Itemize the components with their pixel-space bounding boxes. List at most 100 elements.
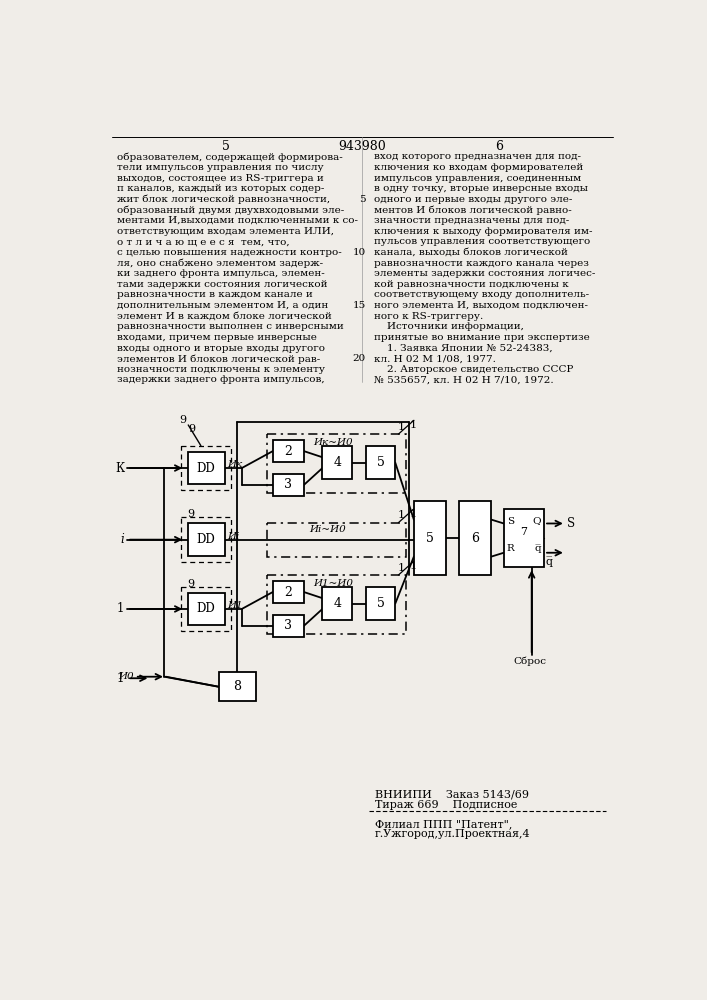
Bar [182, 517, 231, 562]
Text: дополнительным элементом И, а один: дополнительным элементом И, а один [117, 301, 328, 310]
Text: DD: DD [197, 533, 216, 546]
Text: равнозначности выполнен с инверсными: равнозначности выполнен с инверсными [117, 322, 344, 331]
Text: элемент И в каждом блоке логической: элемент И в каждом блоке логической [117, 312, 332, 321]
Text: 10: 10 [353, 248, 366, 257]
Text: 5: 5 [221, 140, 230, 153]
Text: № 535657, кл. Н 02 Н 7/10, 1972.: № 535657, кл. Н 02 Н 7/10, 1972. [373, 375, 553, 384]
Text: кой равнозначности подключены к: кой равнозначности подключены к [373, 280, 568, 289]
Text: элементы задержки состояния логичес-: элементы задержки состояния логичес- [373, 269, 595, 278]
Text: задержки заднего фронта импульсов,: задержки заднего фронта импульсов, [117, 375, 325, 384]
Text: 6: 6 [471, 532, 479, 545]
Bar [267, 523, 406, 557]
Bar [182, 587, 231, 631]
Text: тами задержки состояния логической: тами задержки состояния логической [117, 280, 327, 289]
Text: 1: 1 [397, 563, 404, 573]
Bar [504, 509, 544, 567]
Bar [273, 474, 304, 496]
Text: 2. Авторское свидетельство СССР: 2. Авторское свидетельство СССР [373, 365, 573, 374]
Text: Q: Q [532, 517, 541, 526]
Text: соответствующему входу дополнитель-: соответствующему входу дополнитель- [373, 290, 589, 299]
Text: 1: 1 [410, 561, 417, 571]
Text: 3: 3 [284, 478, 292, 491]
Text: 9: 9 [187, 509, 194, 519]
Bar [459, 501, 491, 575]
Text: равнозначности каждого канала через: равнозначности каждого канала через [373, 259, 588, 268]
Bar [322, 446, 352, 479]
Text: п каналов, каждый из которых содер-: п каналов, каждый из которых содер- [117, 184, 325, 193]
Text: 3: 3 [284, 619, 292, 632]
Text: ного к RS-триггеру.: ного к RS-триггеру. [373, 312, 483, 321]
Text: входами, причем первые инверсные: входами, причем первые инверсные [117, 333, 317, 342]
Text: 4: 4 [333, 597, 341, 610]
Text: ки заднего фронта импульса, элемен-: ки заднего фронта импульса, элемен- [117, 269, 325, 278]
Text: входы одного и вторые входы другого: входы одного и вторые входы другого [117, 344, 325, 353]
Bar [187, 452, 225, 484]
Text: S: S [507, 517, 514, 526]
Text: 9: 9 [189, 424, 196, 434]
Text: 5: 5 [377, 597, 385, 610]
Text: образованный двумя двухвходовыми эле-: образованный двумя двухвходовыми эле- [117, 205, 344, 215]
Text: 5: 5 [426, 532, 434, 545]
Text: 8: 8 [233, 680, 241, 693]
Text: значности предназначены для под-: значности предназначены для под- [373, 216, 569, 225]
Bar [273, 615, 304, 637]
Text: DD: DD [197, 602, 216, 615]
Text: 2: 2 [284, 586, 292, 599]
Text: ного элемента И, выходом подключен-: ного элемента И, выходом подключен- [373, 301, 588, 310]
Text: 9: 9 [187, 579, 194, 589]
Text: равнозначности в каждом канале и: равнозначности в каждом канале и [117, 290, 312, 299]
Bar [187, 593, 225, 625]
Text: И1~И0: И1~И0 [313, 579, 353, 588]
Text: принятые во внимание при экспертизе: принятые во внимание при экспертизе [373, 333, 590, 342]
Text: о т л и ч а ю щ е е с я  тем, что,: о т л и ч а ю щ е е с я тем, что, [117, 237, 290, 246]
Bar [267, 575, 406, 634]
Bar [366, 587, 395, 620]
Text: в одну точку, вторые инверсные входы: в одну точку, вторые инверсные входы [373, 184, 588, 193]
Bar [414, 501, 446, 575]
Bar [273, 581, 304, 603]
Text: вход которого предназначен для под-: вход которого предназначен для под- [373, 152, 580, 161]
Bar [273, 440, 304, 462]
Text: 1: 1 [397, 510, 404, 520]
Text: с целью повышения надежности контро-: с целью повышения надежности контро- [117, 248, 341, 257]
Text: 5: 5 [359, 195, 366, 204]
Text: Тираж 669    Подписное: Тираж 669 Подписное [375, 800, 518, 810]
Text: кл. Н 02 М 1/08, 1977.: кл. Н 02 М 1/08, 1977. [373, 354, 496, 363]
Text: Иi: Иi [227, 532, 240, 541]
Bar [267, 434, 406, 493]
Text: 1. Заявка Японии № 52-24383,: 1. Заявка Японии № 52-24383, [373, 344, 552, 353]
Text: выходов, состоящее из RS-триггера и: выходов, состоящее из RS-триггера и [117, 174, 324, 183]
Text: одного и первые входы другого эле-: одного и первые входы другого эле- [373, 195, 572, 204]
Text: 943980: 943980 [338, 140, 386, 153]
Text: ментами И,выходами подключенными к со-: ментами И,выходами подключенными к со- [117, 216, 358, 225]
Text: 1: 1 [397, 422, 404, 432]
Text: нозначности подключены к элементу: нозначности подключены к элементу [117, 365, 325, 374]
Text: 4: 4 [333, 456, 341, 469]
Text: 1: 1 [410, 509, 417, 519]
Text: 5: 5 [377, 456, 385, 469]
Text: К: К [115, 462, 124, 475]
Text: ключения к выходу формирователя им-: ключения к выходу формирователя им- [373, 227, 592, 236]
Text: тели импульсов управления по числу: тели импульсов управления по числу [117, 163, 324, 172]
Text: 1: 1 [410, 420, 417, 430]
Text: пульсов управления соответствующего: пульсов управления соответствующего [373, 237, 590, 246]
Text: 20: 20 [353, 354, 366, 363]
Text: q̅: q̅ [546, 556, 553, 567]
Text: ля, оно снабжено элементом задерж-: ля, оно снабжено элементом задерж- [117, 259, 323, 268]
Text: DD: DD [197, 462, 216, 475]
Text: элементов И блоков логической рав-: элементов И блоков логической рав- [117, 354, 320, 364]
Text: образователем, содержащей формирова-: образователем, содержащей формирова- [117, 152, 343, 162]
Text: R: R [507, 544, 515, 553]
Text: ВНИИПИ    Заказ 5143/69: ВНИИПИ Заказ 5143/69 [375, 790, 529, 800]
Text: Сброс: Сброс [513, 657, 547, 666]
Text: q̅: q̅ [534, 544, 541, 553]
Text: 9: 9 [180, 415, 187, 425]
Text: Иi~И0: Иi~И0 [309, 525, 346, 534]
Text: И1: И1 [227, 601, 243, 610]
Text: 1: 1 [117, 672, 124, 685]
Text: Источники информации,: Источники информации, [373, 322, 523, 331]
Text: 1: 1 [117, 602, 124, 615]
Text: 15: 15 [353, 301, 366, 310]
Text: жит блок логической равнозначности,: жит блок логической равнозначности, [117, 195, 330, 204]
Bar [218, 672, 256, 701]
